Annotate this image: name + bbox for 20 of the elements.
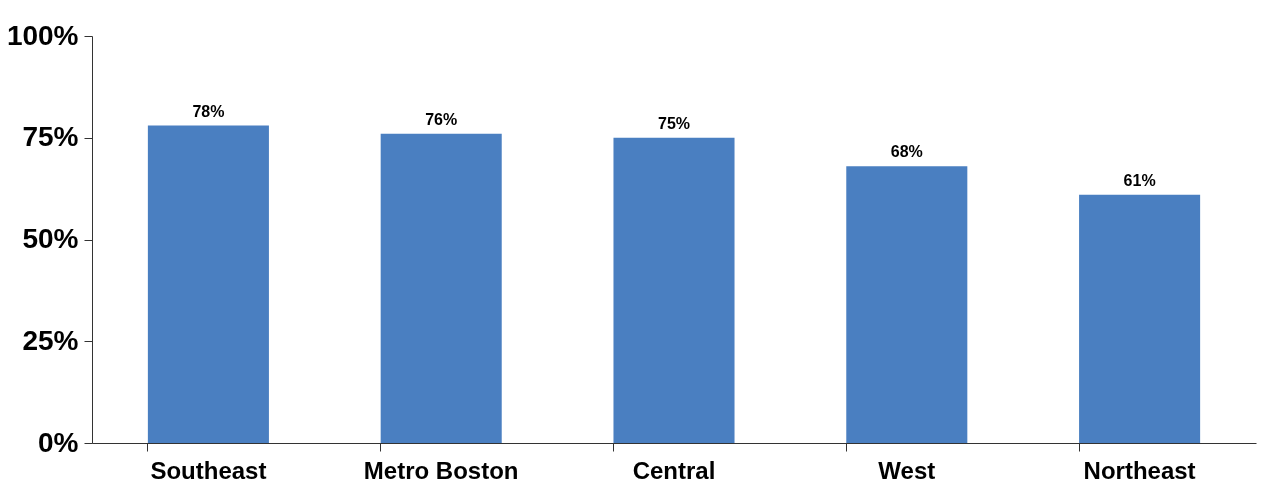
bar: [613, 137, 735, 443]
data-label: 75%: [657, 114, 691, 132]
bar: [846, 166, 968, 443]
x-tick-label: Northeast: [1083, 456, 1196, 484]
bar: [147, 125, 269, 443]
y-tick-label: 100%: [6, 19, 79, 51]
data-label: 76%: [425, 110, 458, 128]
y-tick-label: 25%: [22, 324, 79, 356]
data-label: 61%: [1123, 171, 1156, 189]
data-label: 68%: [890, 143, 923, 161]
y-tick-label: 50%: [22, 223, 79, 254]
x-tick-label: Central: [632, 456, 716, 484]
data-label: 78%: [192, 102, 225, 120]
x-tick-label: Southeast: [150, 456, 267, 484]
bar: [1079, 194, 1201, 443]
y-tick-label: 0%: [38, 426, 79, 458]
y-tick-label: 75%: [22, 121, 79, 153]
x-tick-label: Metro Boston: [363, 456, 519, 484]
bar: [380, 133, 502, 443]
x-tick-label: West: [878, 456, 936, 484]
